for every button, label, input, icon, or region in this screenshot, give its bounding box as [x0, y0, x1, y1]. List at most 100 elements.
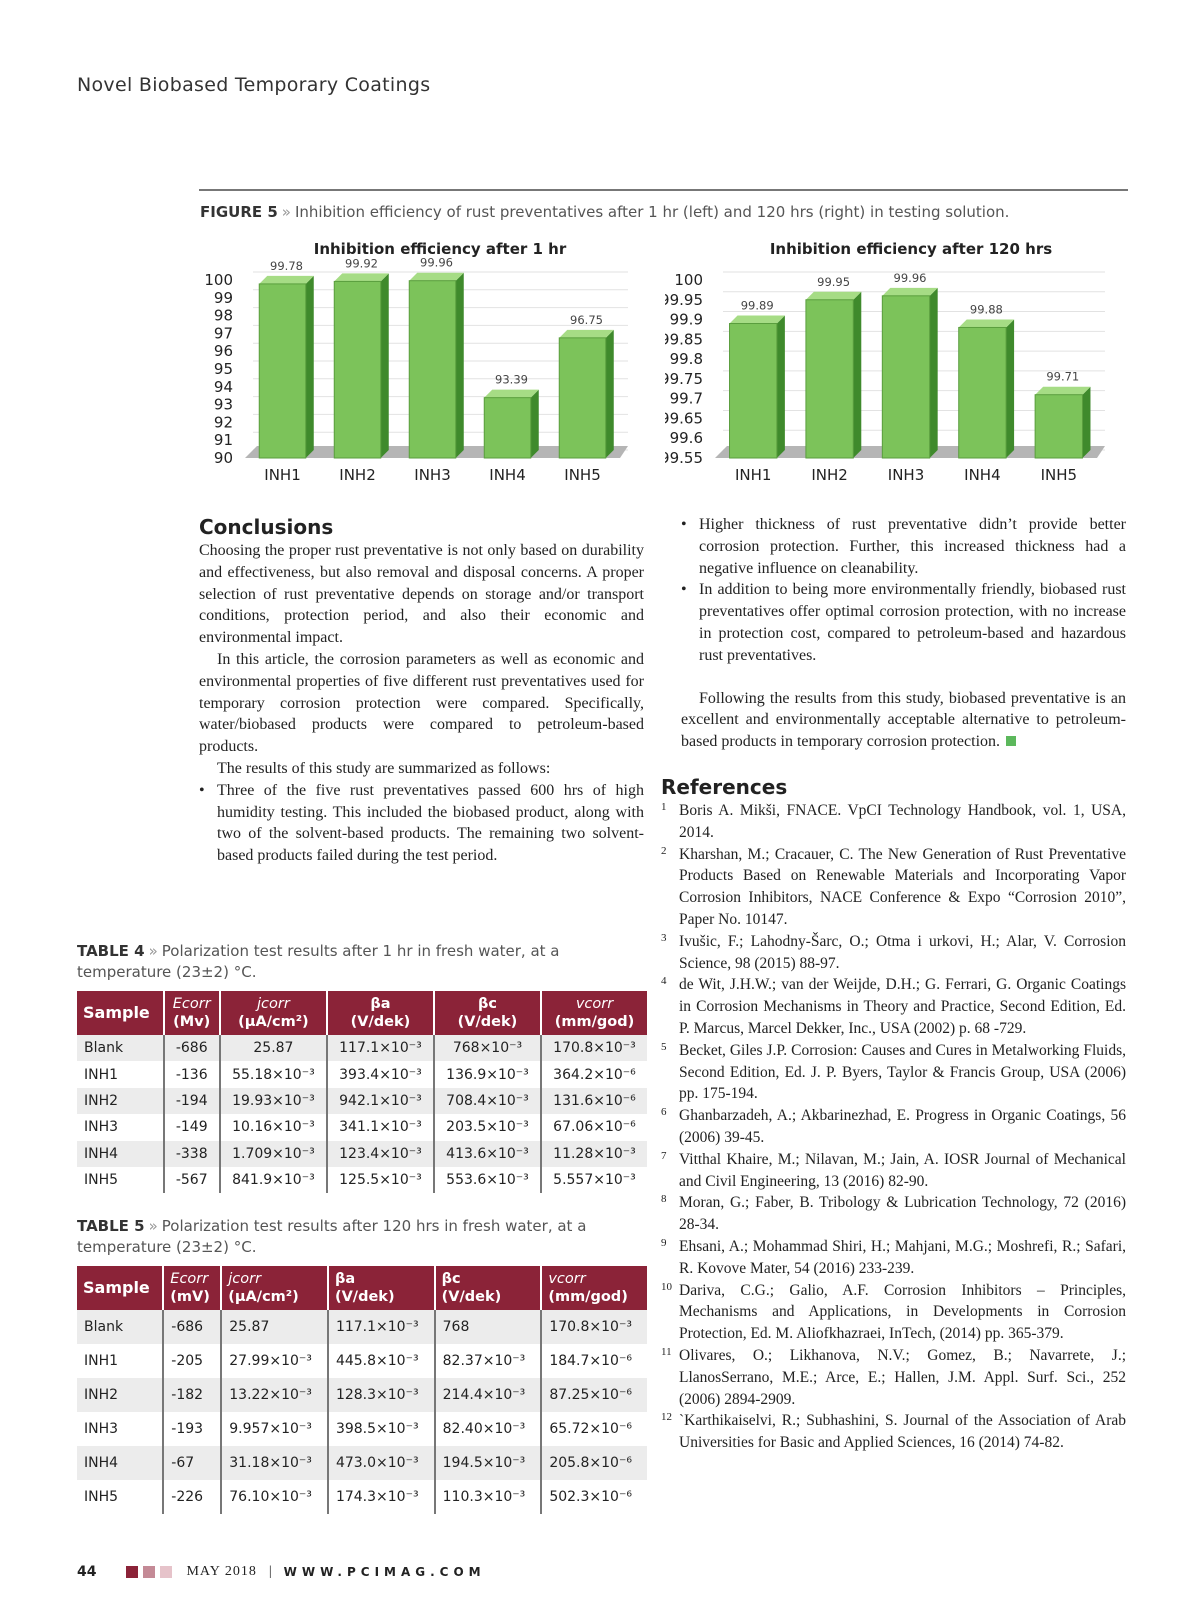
- x-tick-label: INH5: [1041, 466, 1077, 484]
- x-tick-label: INH5: [564, 466, 600, 484]
- table-cell: -226: [162, 1480, 222, 1514]
- bar-top: [729, 315, 785, 324]
- data-label: 96.75: [570, 313, 603, 327]
- column-header: Sample: [77, 1266, 164, 1310]
- table-header-row: Sample Ecorr (Mv) jcorr (µA/cm²) βa (V/dek) βc (…: [77, 991, 647, 1035]
- table-cell: 174.3×10⁻³: [326, 1480, 435, 1514]
- reference-item: 8 Moran, G.; Faber, B. Tribology & Lubric…: [661, 1192, 1126, 1236]
- bar-side: [605, 329, 614, 458]
- reference-number: 12: [661, 1411, 672, 1424]
- table-cell: 393.4×10⁻³: [325, 1061, 434, 1088]
- table-cell: 110.3×10⁻³: [433, 1480, 542, 1514]
- reference-text: Ghanbarzadeh, A.; Akbarinezhad, E. Progr…: [679, 1107, 1126, 1146]
- table-cell: 19.93×10⁻³: [218, 1087, 327, 1115]
- y-tick-label: 99.8: [670, 350, 703, 368]
- reference-item: 10 Dariva, C.G.; Galio, A.F. Corrosion In…: [661, 1280, 1126, 1345]
- header-symbol: Sample: [83, 1003, 150, 1022]
- y-tick-label: 91: [214, 431, 233, 449]
- y-tick-label: 92: [214, 413, 233, 431]
- table-cell: 768: [433, 1310, 542, 1344]
- references-heading: References: [661, 775, 788, 799]
- column-header: Ecorr (Mv): [162, 991, 220, 1035]
- table-cell: 9.957×10⁻³: [220, 1412, 328, 1446]
- reference-number: 1: [661, 801, 667, 813]
- table-row: INH1 -205 27.99×10⁻³ 445.8×10⁻³ 82.37×10⁻³ 18…: [77, 1344, 647, 1378]
- bar-top: [958, 319, 1015, 328]
- column-header: βa (V/dek): [325, 991, 434, 1035]
- reference-number: 2: [661, 844, 667, 857]
- x-tick-label: INH4: [489, 466, 525, 484]
- header-unit: (µA/cm²): [228, 1289, 299, 1305]
- bar: [258, 283, 307, 459]
- reference-number: 5: [661, 1040, 667, 1053]
- results-list: Three of the five rust preventatives pas…: [199, 514, 1126, 906]
- table-cell: INH4: [77, 1140, 164, 1167]
- table-cell: 55.18×10⁻³: [218, 1061, 327, 1088]
- y-tick-label: 93: [214, 396, 233, 414]
- table-row: INH5 -567 841.9×10⁻³ 125.5×10⁻³ 553.6×10⁻³ 5.…: [77, 1166, 647, 1194]
- website-link[interactable]: WWW.PCIMAG.COM: [283, 1565, 486, 1579]
- table-cell: 117.1×10⁻³: [326, 1310, 435, 1344]
- header-symbol: Sample: [83, 1278, 150, 1297]
- table-cell: 65.72×10⁻⁶: [540, 1412, 647, 1446]
- caption-separator: »: [148, 942, 158, 960]
- bar-top: [409, 272, 464, 281]
- bar: [1034, 394, 1083, 459]
- header-symbol: βc: [441, 1271, 461, 1287]
- header-symbol: jcorr: [228, 1271, 262, 1287]
- table-cell: Blank: [77, 1035, 164, 1062]
- table-cell: INH3: [84, 1119, 119, 1136]
- list-item: Three of the five rust preventatives pas…: [199, 780, 644, 867]
- data-label: 99.95: [817, 275, 850, 289]
- table-cell: -193: [162, 1412, 222, 1446]
- x-tick-label: INH2: [339, 466, 375, 484]
- table-cell: 128.3×10⁻³: [326, 1378, 435, 1412]
- table-row: INH2 -194 19.93×10⁻³ 942.1×10⁻³ 708.4×10⁻³ 13…: [77, 1087, 647, 1115]
- table-cell: 125.5×10⁻³: [325, 1166, 434, 1194]
- x-tick-label: INH4: [964, 466, 1000, 484]
- bar: [333, 280, 382, 459]
- table-cell: INH5: [84, 1489, 119, 1505]
- table-cell: 203.5×10⁻³: [432, 1114, 541, 1141]
- chart-120hrs: Inhibition efficiency after 120 hrs 99.55…: [665, 240, 1105, 484]
- footer-square-icon: [160, 1566, 173, 1578]
- table-row: INH4 -67 31.18×10⁻³ 473.0×10⁻³ 194.5×10⁻³ 205…: [77, 1446, 647, 1480]
- table-cell: 502.3×10⁻⁶: [540, 1480, 647, 1514]
- bar: [729, 323, 778, 459]
- reference-text: Ehsani, A.; Mohammad Shiri, H.; Mahjani,…: [679, 1237, 1126, 1277]
- header-symbol: Ecorr: [172, 996, 211, 1012]
- reference-text: Dariva, C.G.; Galio, A.F. Corrosion Inhi…: [679, 1281, 1126, 1343]
- bar-top: [259, 275, 314, 284]
- table-cell: 87.25×10⁻⁶: [540, 1378, 647, 1412]
- references-list: 1 Boris A. Mikši, FNACE. VpCI Technology …: [661, 800, 1126, 1454]
- table-cell: 25.87: [220, 1310, 328, 1344]
- paragraph: Choosing the proper rust preventative is…: [199, 542, 644, 647]
- running-head: Novel Biobased Temporary Coatings: [77, 74, 431, 96]
- table-cell: -567: [162, 1166, 220, 1194]
- reference-item: 5 Becket, Giles J.P. Corrosion: Causes an…: [661, 1040, 1126, 1105]
- table-cell: 123.4×10⁻³: [325, 1140, 434, 1167]
- bar-side: [853, 291, 862, 458]
- figure-label: FIGURE 5: [200, 203, 278, 221]
- reference-text: de Wit, J.H.W.; van der Weijde, D.H.; G.…: [679, 976, 1126, 1037]
- caption-separator: »: [148, 1217, 158, 1235]
- x-tick-label: INH3: [888, 466, 924, 484]
- table-cell: Blank: [77, 1310, 164, 1344]
- table-cell: INH2: [77, 1378, 164, 1412]
- column-header: jcorr (µA/cm²): [218, 991, 327, 1035]
- header-unit: (V/dek): [441, 1289, 502, 1305]
- table-cell: 25.87: [218, 1035, 327, 1062]
- reference-number: 4: [661, 975, 667, 988]
- table-cell: 11.28×10⁻³: [540, 1140, 647, 1167]
- figure-caption-text: Inhibition efficiency of rust preventati…: [294, 203, 1010, 221]
- table-cell: 942.1×10⁻³: [325, 1087, 434, 1115]
- reference-number: 3: [661, 931, 667, 944]
- table-cell: 5.557×10⁻³: [540, 1166, 647, 1194]
- table-header-row: Sample Ecorr (mV) jcorr (µA/cm²) βa (V/dek) βc (…: [77, 1266, 647, 1310]
- table5-caption: TABLE 5» Polarization test results after …: [77, 1216, 647, 1258]
- table-cell: -338: [162, 1140, 220, 1167]
- x-tick-label: INH2: [811, 466, 847, 484]
- bar: [881, 295, 931, 459]
- bar-top: [559, 329, 614, 338]
- table-cell: 184.7×10⁻⁶: [540, 1344, 647, 1378]
